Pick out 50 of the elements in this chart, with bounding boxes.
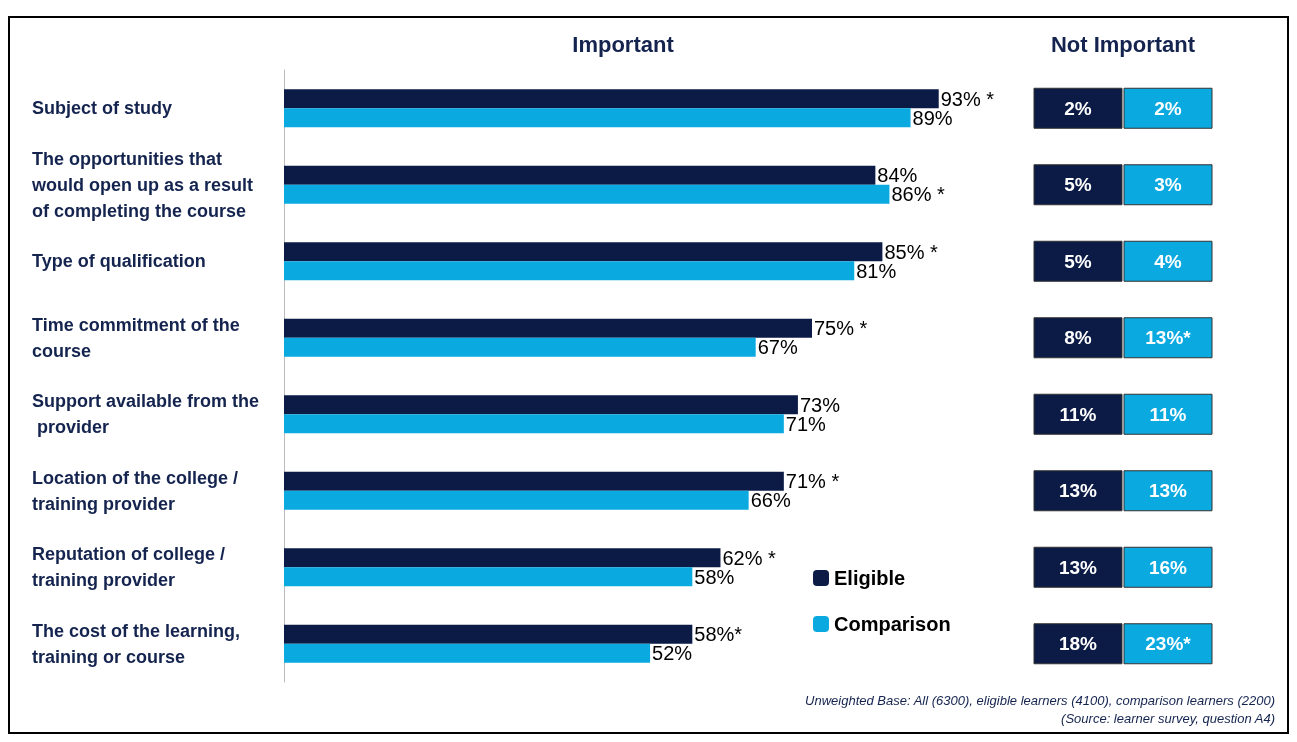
text: 2% <box>1154 97 1182 119</box>
bar <box>284 261 855 281</box>
legend-label: Eligible <box>834 567 906 589</box>
text: 18% <box>1058 633 1098 655</box>
text: Not Important <box>1050 31 1196 57</box>
text: Unweighted Base: All (6300), eligible learners (4100), comparison learners (2200) <box>805 692 1275 710</box>
data-label: 52% <box>652 642 693 665</box>
text: 5% <box>1064 250 1092 272</box>
bar <box>284 567 693 587</box>
y-tick-label: The opportunities that would open up as a result of completing the course <box>31 148 259 221</box>
bar <box>284 184 890 204</box>
text: 3% <box>1154 174 1182 196</box>
bar <box>284 337 756 357</box>
bar <box>284 624 693 644</box>
y-tick-label: Subject of study <box>32 98 173 119</box>
bar <box>284 89 939 109</box>
y-tick-label: Type of qualification <box>32 251 206 272</box>
text: 13%* <box>1145 327 1191 349</box>
data-label: 58%* <box>694 623 743 646</box>
text: (Source: learner survey, question A4) <box>1060 710 1275 728</box>
y-tick-label: Location of the college / training provider <box>32 467 244 514</box>
text: 16% <box>1148 556 1188 578</box>
text: 5% <box>1064 174 1092 196</box>
bar <box>284 414 784 434</box>
bar <box>284 395 798 415</box>
text: 23%* <box>1145 633 1191 655</box>
y-tick-label: Support available from the provider <box>32 391 260 438</box>
text: 4% <box>1154 250 1182 272</box>
data-label: 75% * <box>814 317 868 340</box>
bar <box>284 471 784 491</box>
text: 13% <box>1058 556 1098 578</box>
text: 8% <box>1064 327 1092 349</box>
y-tick-label: The cost of the learning, training or course <box>32 620 246 667</box>
bar <box>284 490 749 510</box>
text: 13% <box>1148 480 1188 502</box>
bar <box>284 318 812 338</box>
bar <box>284 165 876 185</box>
bar <box>284 548 721 568</box>
legend-label: Comparison <box>834 613 951 635</box>
text: 13% <box>1058 480 1098 502</box>
bar <box>284 242 883 262</box>
chart-title: Important <box>572 31 675 57</box>
text: 11% <box>1149 403 1187 425</box>
y-tick-label: Time commitment of the course <box>32 314 245 361</box>
text: 2% <box>1064 97 1092 119</box>
y-tick-label: Reputation of college / training provider <box>32 544 231 591</box>
bar <box>284 108 911 128</box>
data-label: 67% <box>757 336 798 359</box>
text: 11% <box>1059 403 1097 425</box>
bar <box>284 643 651 663</box>
